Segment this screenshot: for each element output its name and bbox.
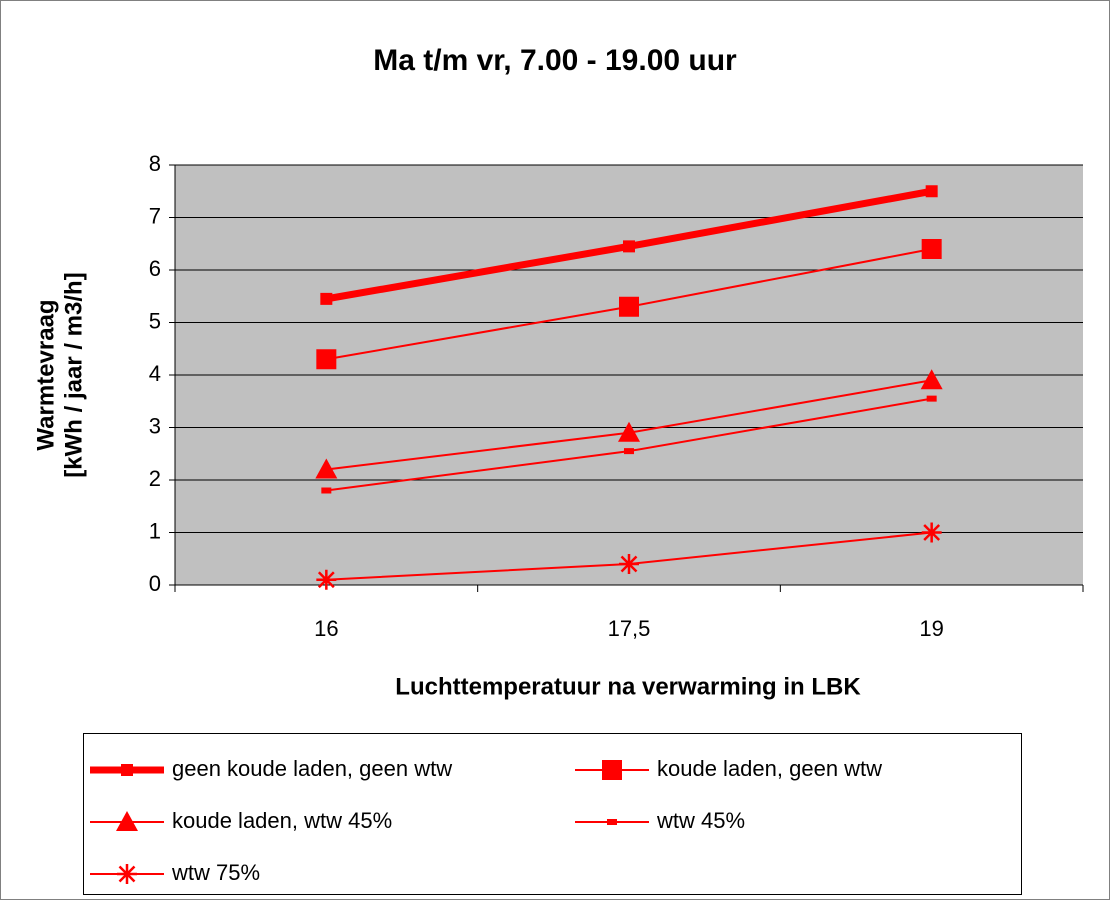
marker (116, 811, 138, 831)
marker (607, 819, 617, 825)
legend-label: wtw 45% (656, 808, 745, 833)
marker (926, 395, 937, 402)
marker (315, 458, 338, 479)
marker (619, 554, 639, 574)
x-tick-label: 19 (919, 616, 943, 641)
legend-box (83, 733, 1022, 895)
y-tick-label: 4 (149, 361, 161, 386)
marker (623, 240, 635, 253)
y-tick-label: 0 (149, 571, 161, 596)
legend-label: geen koude laden, geen wtw (172, 756, 452, 781)
marker (117, 864, 137, 884)
marker (624, 448, 634, 455)
marker (925, 185, 938, 198)
marker (619, 296, 639, 317)
y-tick-label: 7 (149, 203, 161, 228)
y-axis-title-line: Warmtevraag (32, 299, 59, 450)
legend-label: koude laden, wtw 45% (172, 808, 392, 833)
y-tick-label: 6 (149, 256, 161, 281)
y-axis-title-line: [kWh / jaar / m3/h] (60, 272, 87, 477)
marker (602, 760, 622, 780)
marker (921, 522, 942, 543)
legend-label: koude laden, geen wtw (657, 756, 882, 781)
y-tick-label: 3 (149, 413, 161, 438)
y-tick-label: 1 (149, 518, 161, 543)
x-tick-label: 17,5 (608, 616, 651, 641)
x-axis-title: Luchttemperatuur na verwarming in LBK (395, 673, 861, 700)
marker (920, 369, 943, 390)
marker (618, 421, 640, 442)
marker (316, 569, 337, 590)
y-tick-label: 8 (149, 151, 161, 176)
x-tick-label: 16 (314, 616, 338, 641)
marker (320, 292, 333, 305)
legend-label: wtw 75% (171, 860, 260, 885)
chart-title: Ma t/m vr, 7.00 - 19.00 uur (373, 44, 737, 77)
marker (121, 764, 133, 776)
y-axis-title: Warmtevraag [kWh / jaar / m3/h] (32, 272, 87, 477)
marker (921, 239, 942, 259)
marker (316, 349, 337, 370)
y-tick-label: 2 (149, 466, 161, 491)
y-tick-label: 5 (149, 308, 161, 333)
marker (321, 487, 332, 494)
